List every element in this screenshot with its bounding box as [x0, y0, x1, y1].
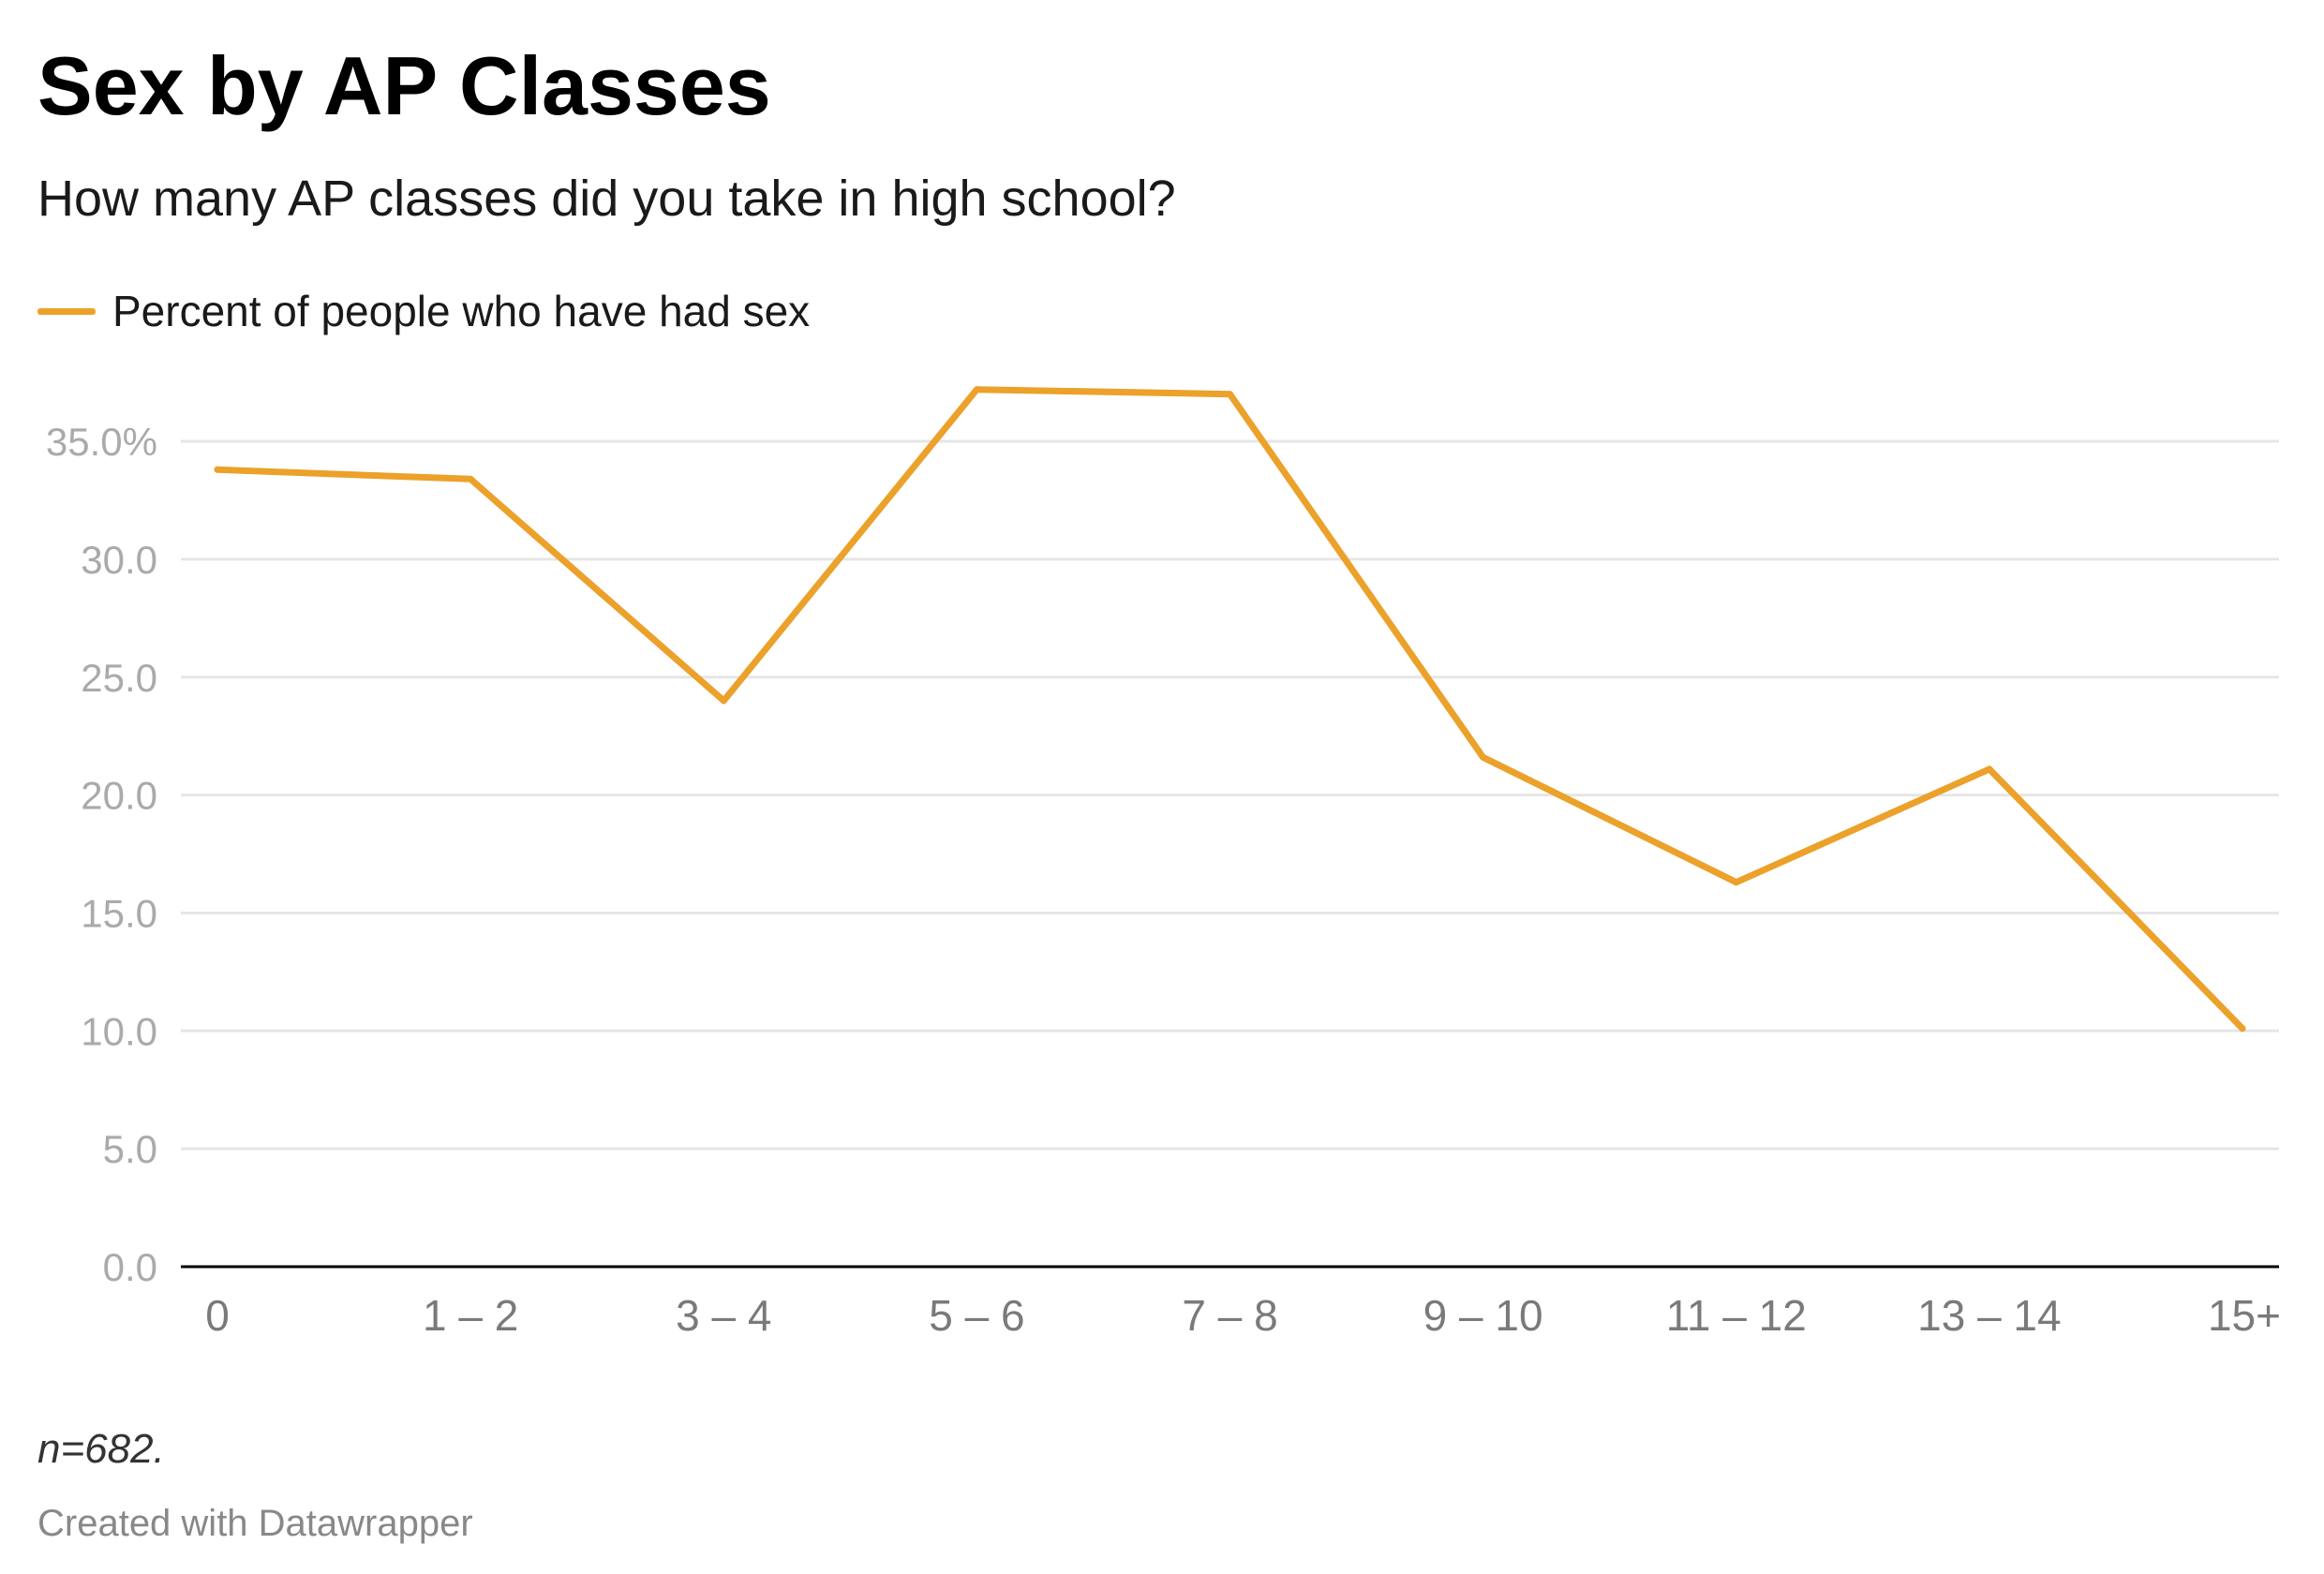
- x-tick-label: 15+: [2208, 1291, 2281, 1340]
- legend-label: Percent of people who have had sex: [112, 287, 811, 335]
- data-point: [973, 386, 980, 394]
- chart-title: Sex by AP Classes: [37, 39, 771, 132]
- y-tick-label: 5.0: [103, 1127, 157, 1171]
- chart-legend: Percent of people who have had sex: [37, 285, 810, 337]
- legend-swatch: [37, 307, 96, 315]
- y-tick-label: 20.0: [81, 774, 157, 818]
- x-tick-label: 1 – 2: [423, 1291, 518, 1340]
- data-point: [720, 697, 727, 705]
- chart-credit: Created with Datawrapper: [37, 1503, 473, 1544]
- data-point: [1227, 391, 1233, 398]
- y-tick-label: 15.0: [81, 891, 157, 935]
- x-tick-label: 3 – 4: [676, 1291, 771, 1340]
- y-tick-label: 30.0: [81, 538, 157, 582]
- gridlines: [181, 439, 2279, 1269]
- x-tick-label: 11 – 12: [1666, 1291, 1807, 1340]
- x-axis-ticks: 0 1 – 2 3 – 4 5 – 6 7 – 8 9 – 10 11 – 12 13 – 1…: [205, 1291, 2281, 1340]
- data-point: [214, 466, 221, 473]
- series-layer: [214, 386, 2246, 1032]
- data-point: [467, 475, 474, 483]
- x-tick-label: 13 – 14: [1917, 1291, 2061, 1340]
- data-point: [1733, 879, 1740, 886]
- x-tick-label: 0: [205, 1291, 230, 1340]
- series-line: [214, 386, 2246, 1032]
- x-tick-label: 5 – 6: [929, 1291, 1024, 1340]
- y-tick-label: 25.0: [81, 656, 157, 700]
- data-point: [2239, 1025, 2246, 1032]
- data-point: [1986, 765, 1993, 773]
- chart-subtitle: How many AP classes did you take in high…: [37, 171, 1176, 227]
- x-tick-label: 9 – 10: [1423, 1291, 1543, 1340]
- x-tick-label: 7 – 8: [1182, 1291, 1277, 1340]
- chart-note: n=682.: [37, 1426, 165, 1472]
- y-tick-label: 35.0%: [46, 420, 157, 464]
- data-point: [1480, 753, 1487, 761]
- y-tick-label: 10.0: [81, 1009, 157, 1053]
- y-axis-ticks: 0.0 5.0 10.0 15.0 20.0 25.0 30.0 35.0%: [46, 420, 157, 1289]
- y-tick-label: 0.0: [103, 1245, 157, 1289]
